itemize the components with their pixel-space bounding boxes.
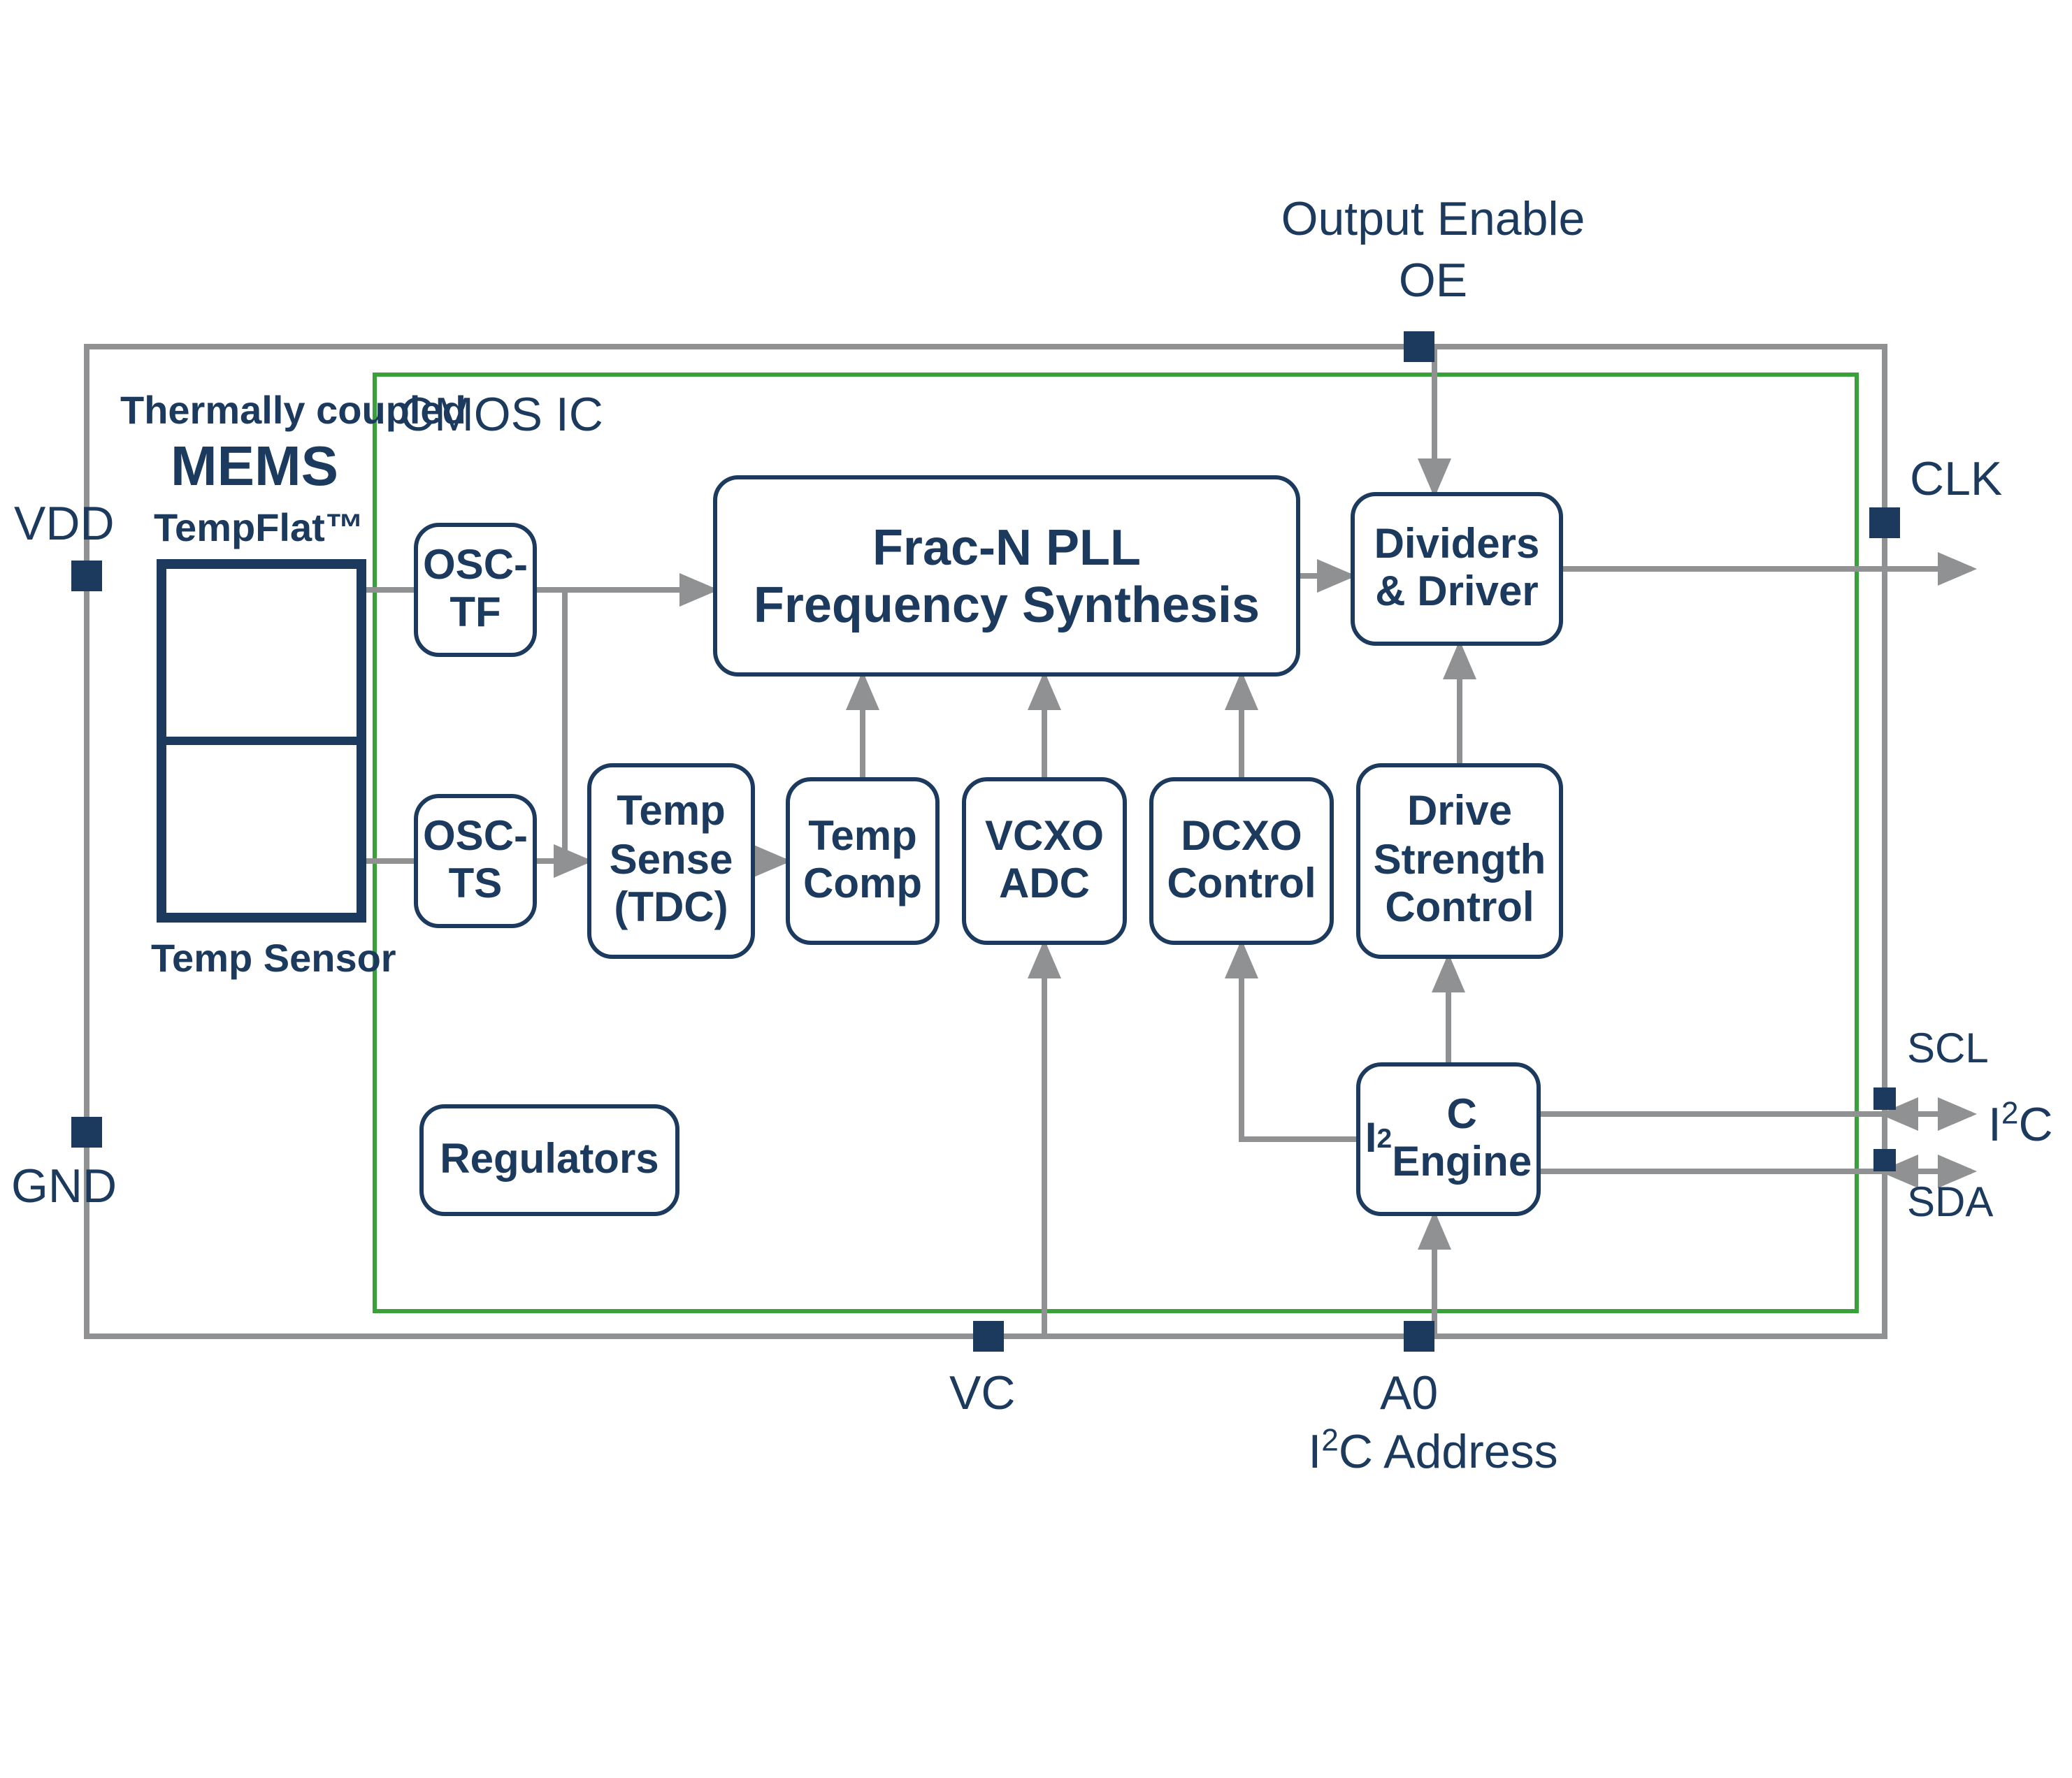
- block-regulators: Regulators: [419, 1104, 679, 1216]
- label: OE: [1377, 254, 1489, 309]
- block-temp-sense: TempSense(TDC): [587, 763, 755, 959]
- block-drive: DriveStrengthControl: [1356, 763, 1563, 959]
- label: Output Enable: [1251, 193, 1615, 247]
- port: [1873, 1087, 1896, 1110]
- label: TempFlat™: [154, 506, 364, 551]
- port: [71, 1117, 102, 1148]
- port: [71, 561, 102, 591]
- block-i2c-engine: I2CEngine: [1356, 1062, 1541, 1216]
- label: I2C: [1988, 1099, 2053, 1153]
- label: A0: [1380, 1367, 1438, 1422]
- port: [1869, 507, 1900, 538]
- block-dcxo: DCXOControl: [1149, 777, 1334, 945]
- label: GND: [11, 1160, 117, 1215]
- label: MEMS: [171, 436, 338, 499]
- block-vcxo-adc: VCXOADC: [962, 777, 1127, 945]
- block-osc-tf: OSC-TF: [414, 523, 537, 657]
- label: I2C Address: [1279, 1426, 1587, 1480]
- label: CLK: [1910, 453, 2002, 507]
- port: [973, 1321, 1004, 1352]
- label: Temp Sensor: [151, 937, 396, 981]
- label: SCL: [1907, 1026, 1989, 1074]
- label: VC: [949, 1367, 1015, 1422]
- block-dividers: Dividers& Driver: [1351, 492, 1563, 646]
- port: [1404, 331, 1434, 362]
- label: Thermally coupled: [120, 389, 466, 433]
- label: VDD: [14, 498, 115, 552]
- label: SDA: [1907, 1180, 1993, 1227]
- port: [1873, 1149, 1896, 1171]
- block-temp-comp: TempComp: [786, 777, 940, 945]
- block-osc-ts: OSC-TS: [414, 794, 537, 928]
- port: [1404, 1321, 1434, 1352]
- block-pll: Frac-N PLLFrequency Synthesis: [713, 475, 1300, 677]
